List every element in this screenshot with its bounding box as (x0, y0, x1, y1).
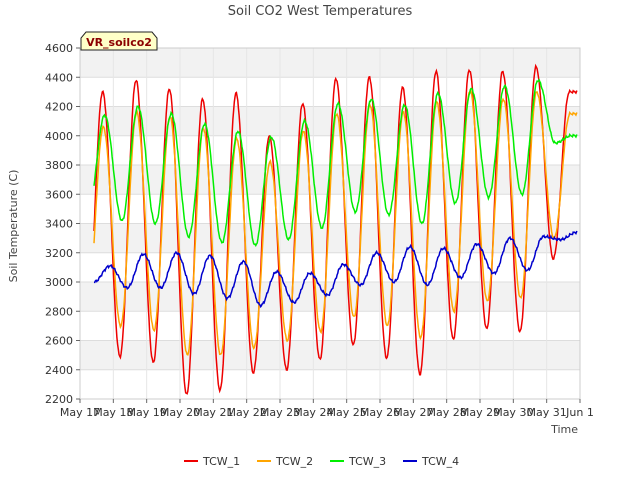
x-tick-label: May 31 (527, 406, 567, 419)
legend: TCW_1 TCW_2 TCW_3 TCW_4 (184, 455, 459, 468)
x-tick-label: May 25 (327, 406, 367, 419)
x-tick-label: May 27 (393, 406, 433, 419)
chart-title: Soil CO2 West Temperatures (228, 4, 413, 19)
legend-label: TCW_2 (275, 455, 313, 468)
x-tick-label: May 19 (127, 406, 167, 419)
grid-band (80, 48, 580, 78)
x-tick-label: May 17 (60, 406, 100, 419)
legend-label: TCW_1 (202, 455, 240, 468)
x-tick-label: May 20 (160, 406, 200, 419)
series-line-tcw_3 (93, 78, 578, 248)
x-axis-label: Time (550, 423, 578, 436)
series-layer (93, 63, 578, 395)
y-tick-label: 2200 (45, 393, 73, 406)
x-tick-label: May 28 (427, 406, 467, 419)
y-tick-label: 4000 (45, 130, 73, 143)
y-tick-label: 3000 (45, 276, 73, 289)
y-tick-label: 4200 (45, 101, 73, 114)
series-line-tcw_4 (93, 230, 578, 309)
x-tick-label: May 30 (493, 406, 533, 419)
legend-label: TCW_3 (348, 455, 386, 468)
legend-item-tcw_4: TCW_4 (403, 455, 459, 468)
badge-background (80, 31, 158, 51)
legend-item-tcw_3: TCW_3 (330, 455, 386, 468)
y-tick-label: 3200 (45, 247, 73, 260)
y-tick-label: 2400 (45, 364, 73, 377)
y-tick-label: 4600 (45, 42, 73, 55)
y-axis-ticks: 2200 2400 2600 2800 3000 3200 3400 3600 3800 4000… (45, 42, 80, 406)
y-tick-label: 3400 (45, 218, 73, 231)
station-badge: VR_soilco2 (80, 31, 158, 51)
x-tick-label: May 21 (193, 406, 233, 419)
grid-band (80, 223, 580, 253)
x-tick-label: May 29 (460, 406, 500, 419)
x-tick-label: May 26 (360, 406, 400, 419)
legend-item-tcw_1: TCW_1 (184, 455, 240, 468)
x-tick-label: Jun 1 (565, 406, 594, 419)
grid-band (80, 282, 580, 312)
x-tick-label: May 22 (227, 406, 267, 419)
y-tick-label: 2800 (45, 305, 73, 318)
legend-item-tcw_2: TCW_2 (257, 455, 313, 468)
y-tick-label: 4400 (45, 71, 73, 84)
y-tick-label: 2600 (45, 335, 73, 348)
x-tick-label: May 18 (93, 406, 133, 419)
badge-label: VR_soilco2 (86, 36, 152, 49)
grid-band (80, 340, 580, 370)
series-line-tcw_2 (93, 88, 578, 356)
y-axis-label: Soil Temperature (C) (7, 170, 20, 283)
legend-label: TCW_4 (421, 455, 459, 468)
x-tick-label: May 24 (293, 406, 333, 419)
x-tick-label: May 23 (260, 406, 300, 419)
y-tick-label: 3800 (45, 159, 73, 172)
grid-band (80, 106, 580, 136)
y-tick-label: 3600 (45, 188, 73, 201)
